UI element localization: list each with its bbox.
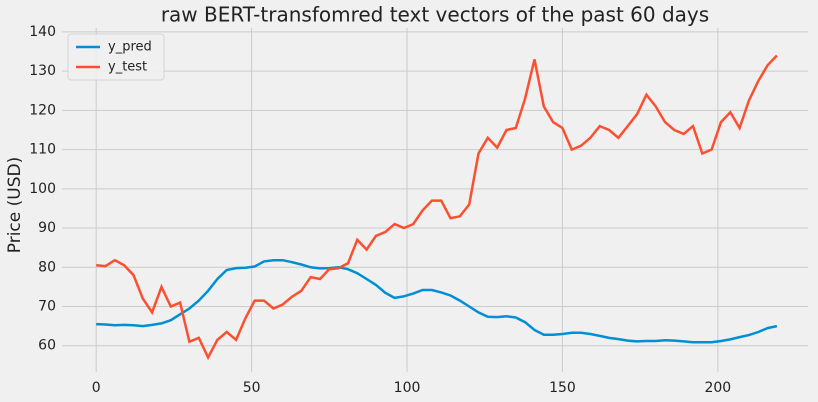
legend-label: y_pred bbox=[108, 40, 152, 55]
y-tick-label: 60 bbox=[38, 338, 56, 354]
x-tick-label: 150 bbox=[549, 380, 576, 396]
chart-title: raw BERT-transfomred text vectors of the… bbox=[161, 3, 709, 27]
line bbox=[96, 54, 778, 361]
y-tick-label: 90 bbox=[38, 220, 56, 236]
y-tick-label: 100 bbox=[29, 181, 56, 197]
y-tick-label: 130 bbox=[29, 63, 56, 79]
y-tick-label: 120 bbox=[29, 102, 56, 118]
legend-label: y_test bbox=[108, 60, 147, 75]
y-tick-label: 80 bbox=[38, 259, 56, 275]
x-tick-label: 100 bbox=[394, 380, 421, 396]
x-tick-label: 50 bbox=[243, 380, 261, 396]
line bbox=[96, 258, 778, 344]
y-tick-label: 70 bbox=[38, 298, 56, 314]
y-tick-label: 140 bbox=[29, 24, 56, 40]
legend-box bbox=[67, 33, 165, 81]
x-tick-label: 200 bbox=[704, 380, 731, 396]
x-tick-label: 0 bbox=[92, 380, 101, 396]
y-tick-label: 110 bbox=[29, 142, 56, 158]
y-axis-label: Price (USD) bbox=[5, 157, 25, 253]
